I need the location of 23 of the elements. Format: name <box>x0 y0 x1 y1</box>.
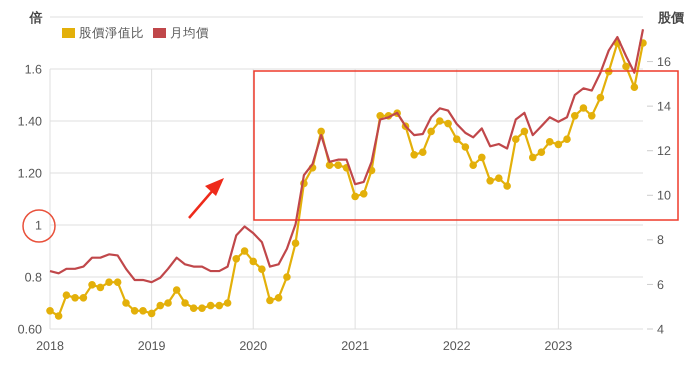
y-tick-label: 0.8 <box>24 270 42 284</box>
legend-label: 月均價 <box>170 26 209 40</box>
x-tick-label: 2020 <box>239 339 268 353</box>
y2-tick-label: 14 <box>657 100 671 114</box>
x-tick-label: 2023 <box>544 339 572 353</box>
y-axis-title: 倍 <box>28 10 42 25</box>
x-tick-label: 2021 <box>341 339 370 353</box>
x-tick-label: 2019 <box>138 339 166 353</box>
y-tick-label: 1.20 <box>18 166 42 180</box>
y2-tick-label: 8 <box>657 233 664 248</box>
x-tick-label: 2018 <box>36 339 64 353</box>
y-tick-label: 0.60 <box>18 322 42 336</box>
x-tick-label: 2022 <box>442 339 471 353</box>
y2-tick-label: 4 <box>657 322 664 336</box>
y2-axis-title: 股價 <box>657 10 685 25</box>
y2-tick-label: 16 <box>657 54 671 69</box>
y2-tick-label: 6 <box>657 278 664 292</box>
y-tick-label: 1 <box>35 218 42 232</box>
y-tick-label: 1.40 <box>18 114 42 128</box>
y-tick-label: 1.6 <box>24 62 42 76</box>
legend-label: 股價淨值比 <box>79 26 144 40</box>
y2-tick-label: 10 <box>657 188 671 203</box>
y2-tick-label: 12 <box>657 144 671 158</box>
